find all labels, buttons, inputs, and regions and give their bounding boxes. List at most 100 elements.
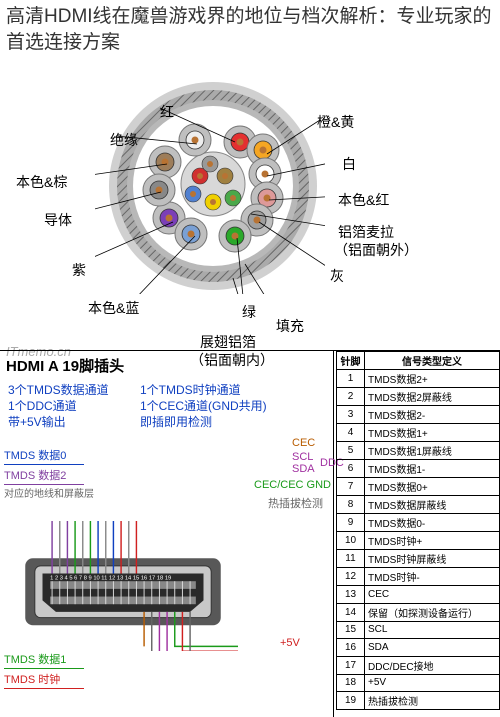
cable-cross-section-svg: [95, 64, 325, 294]
pinout-feature: 1个CEC通道(GND共用): [140, 397, 267, 414]
pinout-signal-label: SCL: [292, 451, 313, 463]
pin-definition: TMDS数据1屏蔽线: [365, 442, 500, 460]
pinout-signal-label: SDA: [292, 463, 315, 475]
table-row: 9TMDS数据0-: [337, 514, 500, 532]
pin-definition: TMDS数据屏蔽线: [365, 496, 500, 514]
pin-number: 3: [337, 406, 365, 424]
hdmi-pinout-diagram: HDMI A 19脚插头 3个TMDS数据通道1个DDC通道带+5V输出 1个TM…: [0, 350, 500, 716]
pinout-signal-label: 热插拔检测: [268, 495, 323, 511]
pin-number: 16: [337, 639, 365, 657]
cable-label: 导体: [44, 210, 72, 230]
pinout-signal-label: TMDS 时钟: [4, 671, 84, 689]
cable-label: 绝缘: [110, 130, 138, 150]
table-row: 12TMDS时钟-: [337, 568, 500, 586]
pinout-feature: 1个TMDS时钟通道: [140, 381, 241, 398]
pin-definition: 保留（如探测设备运行）: [365, 603, 500, 621]
pinout-signal-label: CEC/CEC GND: [254, 479, 331, 491]
cable-label: 本色&蓝: [88, 298, 139, 318]
table-row: 19热插拔检测: [337, 692, 500, 710]
pin-definition-table: 针脚 信号类型定义 1TMDS数据2+2TMDS数据2屏蔽线3TMDS数据2-4…: [336, 351, 500, 710]
pinout-signal-label: +5V: [280, 637, 300, 649]
svg-text:1 2 3 4 5 6 7 8 9 10 11 12 13: 1 2 3 4 5 6 7 8 9 10 11 12 13 14 15 16 1…: [50, 575, 171, 581]
pinout-feature: 1个DDC通道: [8, 397, 77, 414]
pinout-signal-label: TMDS 数据1: [4, 651, 84, 669]
pin-definition: SCL: [365, 621, 500, 639]
cable-label: 灰: [330, 266, 344, 286]
pin-definition: TMDS数据2+: [365, 370, 500, 388]
pinout-signal-label: TMDS 数据0: [4, 447, 84, 465]
pin-number: 10: [337, 532, 365, 550]
pinout-feature: 带+5V输出: [8, 413, 66, 430]
pinout-feature: 即插即用检测: [140, 413, 212, 430]
pin-definition: TMDS数据0-: [365, 514, 500, 532]
pin-number: 17: [337, 656, 365, 674]
pin-definition: 热插拔检测: [365, 692, 500, 710]
table-row: 14保留（如探测设备运行）: [337, 603, 500, 621]
table-row: 18+5V: [337, 674, 500, 692]
cable-label: 铝箔麦拉: [338, 222, 394, 242]
pin-number: 5: [337, 442, 365, 460]
pin-definition: TMDS时钟-: [365, 568, 500, 586]
pin-definition: TMDS数据2屏蔽线: [365, 388, 500, 406]
pin-number: 18: [337, 674, 365, 692]
table-row: 8TMDS数据屏蔽线: [337, 496, 500, 514]
table-row: 15SCL: [337, 621, 500, 639]
pin-number: 2: [337, 388, 365, 406]
table-header-pin: 针脚: [337, 352, 365, 370]
pin-definition: TMDS时钟+: [365, 532, 500, 550]
pin-definition: TMDS数据1+: [365, 424, 500, 442]
pin-number: 7: [337, 478, 365, 496]
pin-number: 19: [337, 692, 365, 710]
pinout-left-panel: HDMI A 19脚插头 3个TMDS数据通道1个DDC通道带+5V输出 1个TM…: [0, 351, 334, 717]
pin-definition: DDC/DEC接地: [365, 656, 500, 674]
pin-number: 13: [337, 586, 365, 604]
table-row: 17DDC/DEC接地: [337, 656, 500, 674]
pin-number: 11: [337, 550, 365, 568]
pin-definition: +5V: [365, 674, 500, 692]
pinout-feature: 3个TMDS数据通道: [8, 381, 109, 398]
pinout-signal-label: 对应的地线和屏蔽层: [4, 485, 94, 500]
cable-label: 绿: [242, 302, 256, 322]
pin-definition: TMDS时钟屏蔽线: [365, 550, 500, 568]
hdmi-connector-svg: 1 2 3 4 5 6 7 8 9 10 11 12 13 14 15 16 1…: [8, 521, 238, 651]
table-row: 16SDA: [337, 639, 500, 657]
cable-label: 白: [342, 154, 356, 174]
table-row: 3TMDS数据2-: [337, 406, 500, 424]
pin-number: 8: [337, 496, 365, 514]
pinout-signal-label: TMDS 数据2: [4, 467, 84, 485]
cable-label: 紫: [72, 260, 86, 280]
table-row: 10TMDS时钟+: [337, 532, 500, 550]
pin-number: 15: [337, 621, 365, 639]
pin-definition: CEC: [365, 586, 500, 604]
pin-definition: SDA: [365, 639, 500, 657]
cable-label: 红: [160, 102, 174, 122]
cable-label: （铝面朝外）: [334, 240, 418, 260]
page-title: 高清HDMI线在魔兽游戏界的地位与档次解析：专业玩家的首选连接方案: [6, 4, 494, 55]
table-row: 7TMDS数据0+: [337, 478, 500, 496]
pin-definition: TMDS数据2-: [365, 406, 500, 424]
pin-number: 4: [337, 424, 365, 442]
pin-number: 1: [337, 370, 365, 388]
table-row: 4TMDS数据1+: [337, 424, 500, 442]
pin-number: 6: [337, 460, 365, 478]
cable-label: 橙&黄: [317, 112, 354, 132]
pin-number: 9: [337, 514, 365, 532]
table-row: 11TMDS时钟屏蔽线: [337, 550, 500, 568]
table-row: 1TMDS数据2+: [337, 370, 500, 388]
pin-number: 12: [337, 568, 365, 586]
table-row: 5TMDS数据1屏蔽线: [337, 442, 500, 460]
cable-label: 本色&棕: [16, 172, 67, 192]
table-row: 13CEC: [337, 586, 500, 604]
cable-label: 展翅铝箔: [200, 332, 256, 352]
pin-number: 14: [337, 603, 365, 621]
table-row: 6TMDS数据1-: [337, 460, 500, 478]
cable-cross-section-diagram: 红橙&黄绝缘白本色&棕本色&红导体铝箔麦拉（铝面朝外） 紫 灰本色&蓝 绿填充展翅铝箔…: [0, 50, 500, 350]
pin-definition: TMDS数据0+: [365, 478, 500, 496]
cable-label: 填充: [276, 316, 304, 336]
pin-definition: TMDS数据1-: [365, 460, 500, 478]
table-row: 2TMDS数据2屏蔽线: [337, 388, 500, 406]
pinout-header: HDMI A 19脚插头: [6, 355, 124, 376]
pinout-signal-label: CEC: [292, 437, 315, 449]
cable-label: 本色&红: [338, 190, 389, 210]
table-header-def: 信号类型定义: [365, 352, 500, 370]
